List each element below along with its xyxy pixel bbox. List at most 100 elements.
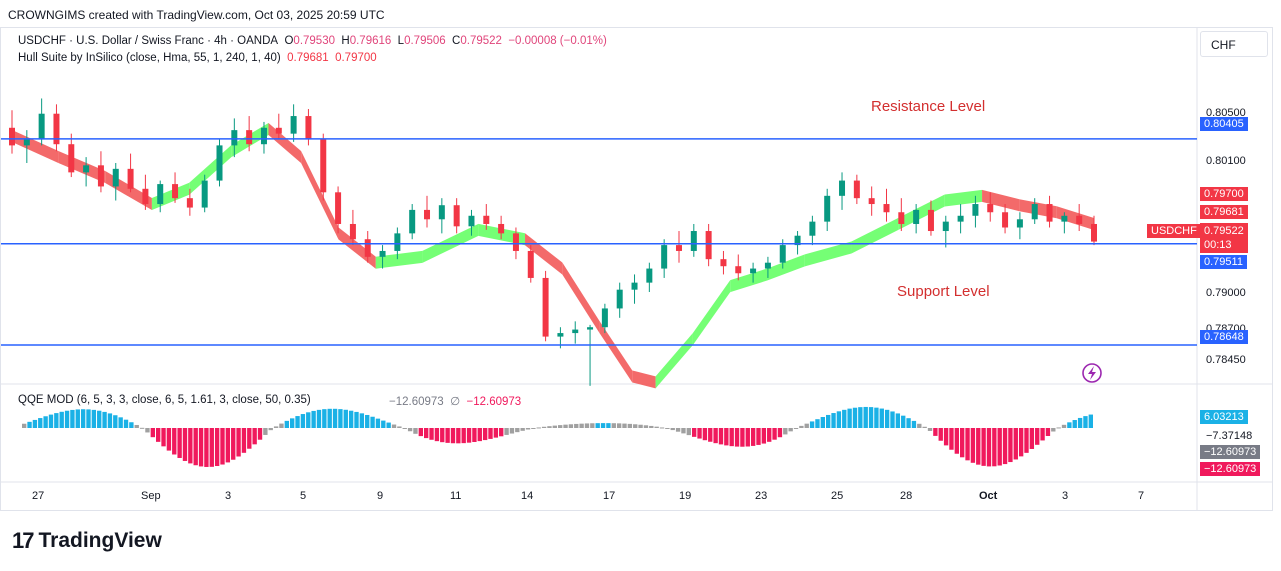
time-tick: 17 [603,490,616,502]
qqe-bar [273,426,279,428]
qqe-bar [595,423,600,428]
qqe-bar [375,418,381,428]
candle-body [1091,223,1097,242]
hull-value-1: 0.79681 [287,52,329,64]
qqe-bar [311,410,316,428]
hull-title: Hull Suite by InSilico (close, Hma, 55, … [18,52,281,64]
qqe-bar [901,415,906,428]
close-label: C [452,35,461,47]
qqe-bar [509,428,515,434]
qqe-bar [858,407,863,428]
qqe-bar [724,428,729,446]
qqe-bar [574,423,579,428]
candle-body [750,268,757,274]
candle-body [453,205,460,227]
qqe-bar [123,419,129,428]
time-tick: 25 [831,490,844,502]
qqe-bar [826,414,831,428]
qqe-bar [1040,428,1045,441]
resistance-annotation: Resistance Level [871,98,986,115]
qqe-bar [172,428,177,455]
qqe-bar [1045,428,1051,436]
candle-body [231,130,238,146]
time-tick: 27 [32,490,45,502]
qqe-bar [504,428,509,435]
qqe-bar [188,428,193,464]
qqe-bar [381,420,386,428]
qqe-bar [638,424,643,428]
qqe-bar [493,428,499,438]
qqe-bar [204,428,209,467]
qqe-bar [750,428,756,446]
qqe-bar [761,428,767,444]
time-tick: 7 [1138,490,1145,502]
price-tick: 0.79000 [1206,287,1246,299]
candle-body [942,221,949,232]
support-annotation: Support Level [897,283,990,300]
qqe-bar [418,428,423,437]
qqe-bar [600,423,606,428]
qqe-bar [842,409,847,428]
time-tick: 28 [900,490,913,502]
qqe-bar [799,425,804,428]
qqe-bar [1088,414,1093,428]
candle-body [349,223,356,240]
level-lines [1,138,1197,346]
qqe-bar [59,411,64,428]
candle-body [394,233,401,251]
candle-body [839,180,846,196]
qqe-value-1: −12.60973 [389,396,444,408]
qqe-bar [236,428,241,457]
currency-button[interactable]: CHF [1200,31,1268,57]
qqe-bar [97,410,102,428]
qqe-bar [1051,428,1056,432]
qqe-bar [729,428,734,447]
qqe-empty-symbol: ∅ [450,396,461,408]
qqe-bar [54,413,59,428]
qqe-bar [354,411,359,428]
qqe-bar [949,428,954,450]
candle-body [646,268,653,283]
qqe-bar [1072,420,1077,428]
hull-segment [1056,206,1094,230]
tradingview-wordmark: TradingView [38,529,162,552]
qqe-bar [64,410,70,428]
qqe-bar [713,428,718,444]
hull-segment [189,145,232,195]
candle-body [68,144,75,173]
support-price-tag: 0.78648 [1200,330,1248,344]
candle-body [83,165,90,173]
qqe-bar [113,415,118,428]
qqe-bar [429,428,434,440]
qqe-bar [1056,427,1061,429]
qqe-bar [107,413,113,428]
lightning-icon[interactable] [1082,363,1102,383]
qqe-bar [198,428,204,467]
qqe-bar [890,411,895,428]
qqe-bar [793,428,799,429]
qqe-bar [391,424,397,428]
qqe-bar [627,423,633,428]
qqe-bar [322,409,327,428]
candle-body [1061,215,1068,222]
time-tick: 3 [1062,490,1069,502]
hull-bottom-price-tag: 0.79681 [1200,205,1248,219]
qqe-histogram [22,406,1093,467]
tradingview-logo[interactable]: 17 TradingView [12,528,162,554]
qqe-bar [616,423,622,428]
qqe-bar [960,428,965,458]
qqe-bar [681,428,686,434]
candle-body [779,245,786,263]
candle-body [438,205,445,220]
qqe-bar [1061,424,1067,428]
candle-body [794,235,801,246]
candle-body [913,209,920,224]
qqe-bar [525,428,531,430]
candle-body [38,113,45,140]
mid-price-tag: 0.79511 [1200,255,1247,269]
candle-body [53,113,60,145]
qqe-bar [783,428,788,435]
candle-body [1046,204,1053,222]
candle-body [868,198,875,205]
qqe-bar [27,421,32,428]
